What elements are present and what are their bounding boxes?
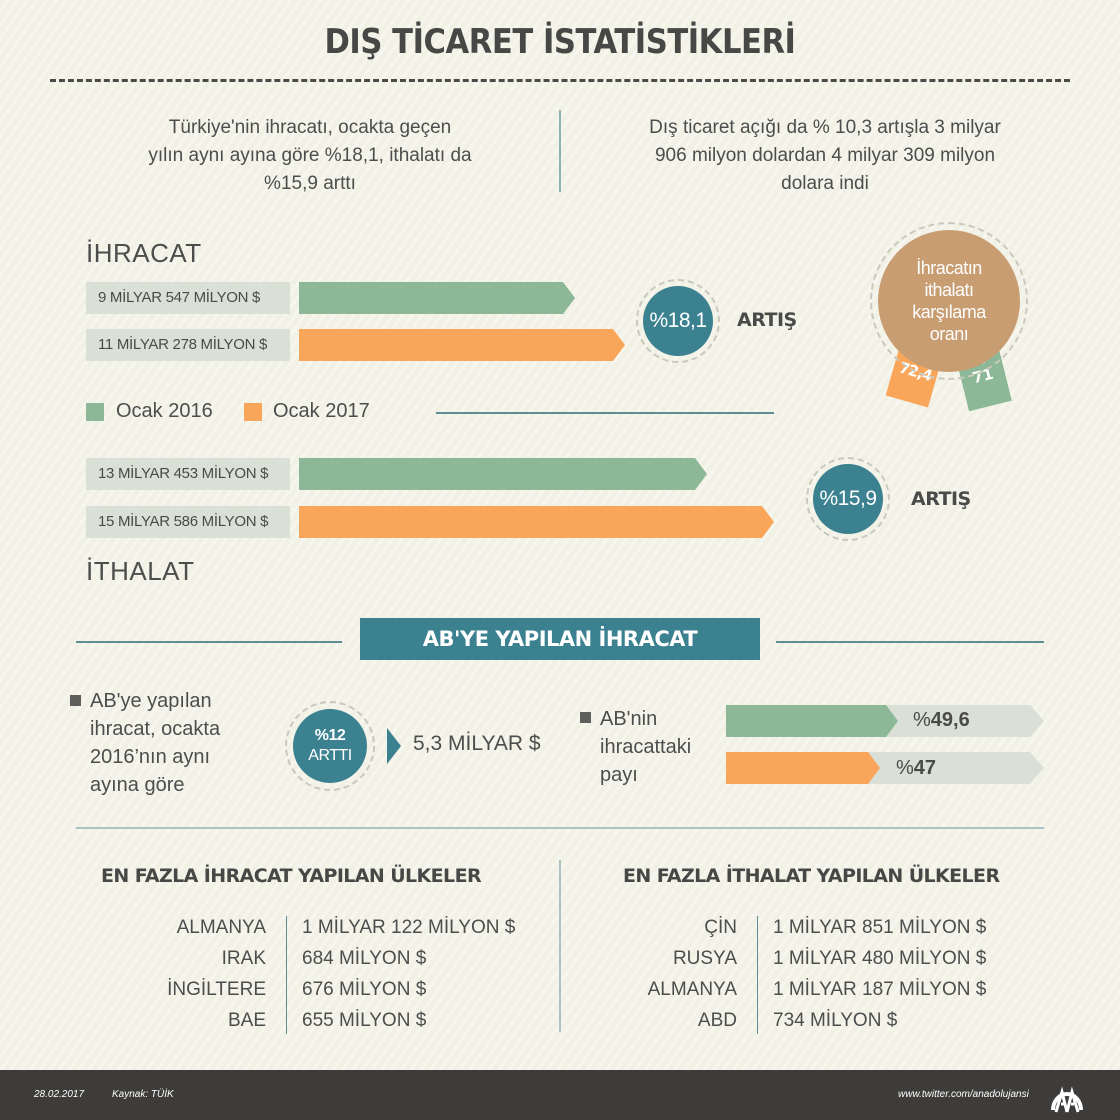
footer: 28.02.2017 Kaynak: TÜİK www.twitter.com/… <box>0 1070 1120 1120</box>
share-value: 47 <box>913 757 937 779</box>
pct-prefix: % <box>896 757 914 779</box>
arrow-right-icon <box>387 728 401 764</box>
coverage-line: karşılama <box>912 302 986 322</box>
intro-right-line: Dış ticaret açığı da % 10,3 artışla 3 mi… <box>649 117 1001 138</box>
ab-export-amount: 5,3 MİLYAR $ <box>413 732 541 755</box>
top-import-countries: ÇİN RUSYA ALMANYA ABD <box>600 912 737 1036</box>
country-name: ALMANYA <box>176 917 266 938</box>
ab-share-line: ihracattaki <box>600 736 692 758</box>
country-name: BAE <box>227 1010 266 1031</box>
country-value: 1 MİLYAR 851 MİLYON $ <box>773 917 987 938</box>
legend-2017-swatch <box>244 403 262 421</box>
countries-divider <box>559 860 561 1032</box>
ihracat-change-value: %18,1 <box>649 309 707 332</box>
country-name: ALMANYA <box>647 979 737 1000</box>
ithalat-2017-value: 15 MİLYAR 586 MİLYON $ <box>86 506 290 538</box>
footer-date: 28.02.2017 <box>34 1089 85 1100</box>
country-name: İNGİLTERE <box>167 979 266 1000</box>
legend-2016-swatch <box>86 403 104 421</box>
intro-right-line: 906 milyon dolardan 4 milyar 309 milyon <box>654 145 996 166</box>
coverage-ring: İhracatın ithalatı karşılama oranı <box>870 222 1028 380</box>
top-import-values: 1 MİLYAR 851 MİLYON $ 1 MİLYAR 480 MİLYO… <box>773 912 986 1036</box>
intro-right-text: Dış ticaret açığı da % 10,3 artışla 3 mi… <box>600 114 1050 198</box>
ab-bottom-divider <box>76 827 1044 829</box>
footer-source: Kaynak: TÜİK <box>112 1089 174 1100</box>
country-name: ABD <box>697 1010 737 1031</box>
coverage-line: İhracatın <box>916 258 982 278</box>
ab-change-label: ARTTI <box>308 747 352 764</box>
page-title: DIŞ TİCARET İSTATİSTİKLERİ <box>324 22 796 62</box>
country-value: 1 MİLYAR 187 MİLYON $ <box>773 979 987 1000</box>
ithalat-2016-bar <box>299 458 707 490</box>
ab-share-text: AB'nin ihracattaki payı <box>600 705 691 789</box>
ihracat-change-ring: %18,1 <box>636 279 720 363</box>
ihracat-2017-bar <box>299 329 625 361</box>
ithalat-change-badge: %15,9 <box>813 464 883 534</box>
ab-section-banner: AB'YE YAPILAN İHRACAT <box>360 618 760 660</box>
ithalat-label: İTHALAT <box>86 556 195 586</box>
top-export-values: 1 MİLYAR 122 MİLYON $ 684 MİLYON $ 676 M… <box>302 912 515 1036</box>
coverage-badge: İhracatın ithalatı karşılama oranı <box>878 230 1020 372</box>
ihracat-2017-value: 11 MİLYAR 278 MİLYON $ <box>86 329 290 361</box>
ab-export-line: ayına göre <box>90 774 185 796</box>
country-value: 676 MİLYON $ <box>302 979 427 1000</box>
country-value: 1 MİLYAR 122 MİLYON $ <box>302 917 516 938</box>
ithalat-change-ring: %15,9 <box>806 457 890 541</box>
legend-2016-label: Ocak 2016 <box>116 400 213 422</box>
intro-left-text: Türkiye'nin ihracatı, ocakta geçen yılın… <box>120 114 500 198</box>
country-name: RUSYA <box>672 948 737 969</box>
anadolu-agency-logo-icon <box>1050 1078 1084 1114</box>
title-divider <box>50 79 1070 82</box>
bullet-icon <box>580 712 591 723</box>
ab-divider-right <box>776 641 1044 643</box>
country-value: 1 MİLYAR 480 MİLYON $ <box>773 948 987 969</box>
ihracat-change-badge: %18,1 <box>643 286 713 356</box>
ab-export-text: AB'ye yapılan ihracat, ocakta 2016’nın a… <box>90 687 220 799</box>
export-table-divider <box>286 916 287 1034</box>
ab-export-line: ihracat, ocakta <box>90 718 221 740</box>
ab-share-2016-bar <box>726 705 898 737</box>
ab-change-badge: %12 ARTTI <box>293 709 367 783</box>
intro-left-line: Türkiye'nin ihracatı, ocakta geçen <box>168 117 452 138</box>
ihracat-2016-bar <box>299 282 575 314</box>
ithalat-change-value: %15,9 <box>819 487 877 510</box>
ab-divider-left <box>76 641 342 643</box>
ab-export-line: 2016’nın aynı <box>90 746 211 768</box>
top-import-title: EN FAZLA İTHALAT YAPILAN ÜLKELER <box>623 865 1000 887</box>
pct-prefix: % <box>913 709 931 731</box>
intro-divider <box>559 110 561 192</box>
ab-share-line: payı <box>600 764 638 786</box>
intro-right-line: dolara indi <box>781 173 869 194</box>
footer-url-link[interactable]: www.twitter.com/anadolujansi <box>898 1089 1029 1100</box>
country-value: 684 MİLYON $ <box>302 948 427 969</box>
country-name: IRAK <box>221 948 266 969</box>
country-name: ÇİN <box>704 917 737 938</box>
legend-divider <box>436 412 774 414</box>
ab-share-2017-value: %47 <box>896 757 936 780</box>
ab-share-2016-value: %49,6 <box>913 709 970 732</box>
ithalat-change-label: ARTIŞ <box>911 488 971 510</box>
ab-export-line: AB'ye yapılan <box>90 690 212 712</box>
intro-left-line: %15,9 arttı <box>264 173 356 194</box>
ab-share-2017-bar <box>726 752 880 784</box>
top-export-countries: ALMANYA IRAK İNGİLTERE BAE <box>100 912 266 1036</box>
intro-left-line: yılın aynı ayına göre %18,1, ithalatı da <box>148 145 472 166</box>
country-value: 734 MİLYON $ <box>773 1010 898 1031</box>
ithalat-2017-bar <box>299 506 774 538</box>
import-table-divider <box>757 916 758 1034</box>
country-value: 655 MİLYON $ <box>302 1010 427 1031</box>
share-value: 49,6 <box>930 709 970 731</box>
ab-share-line: AB'nin <box>600 708 658 730</box>
ithalat-2016-value: 13 MİLYAR 453 MİLYON $ <box>86 458 290 490</box>
legend-2017-label: Ocak 2017 <box>273 400 370 422</box>
coverage-line: oranı <box>929 324 969 344</box>
top-export-title: EN FAZLA İHRACAT YAPILAN ÜLKELER <box>101 865 482 887</box>
ab-change-value: %12 <box>314 727 346 744</box>
ihracat-change-label: ARTIŞ <box>737 309 797 331</box>
coverage-line: ithalatı <box>924 280 974 300</box>
ihracat-2016-value: 9 MİLYAR 547 MİLYON $ <box>86 282 290 314</box>
bullet-icon <box>70 695 81 706</box>
ab-change-ring: %12 ARTTI <box>285 701 375 791</box>
ihracat-label: İHRACAT <box>86 238 202 268</box>
